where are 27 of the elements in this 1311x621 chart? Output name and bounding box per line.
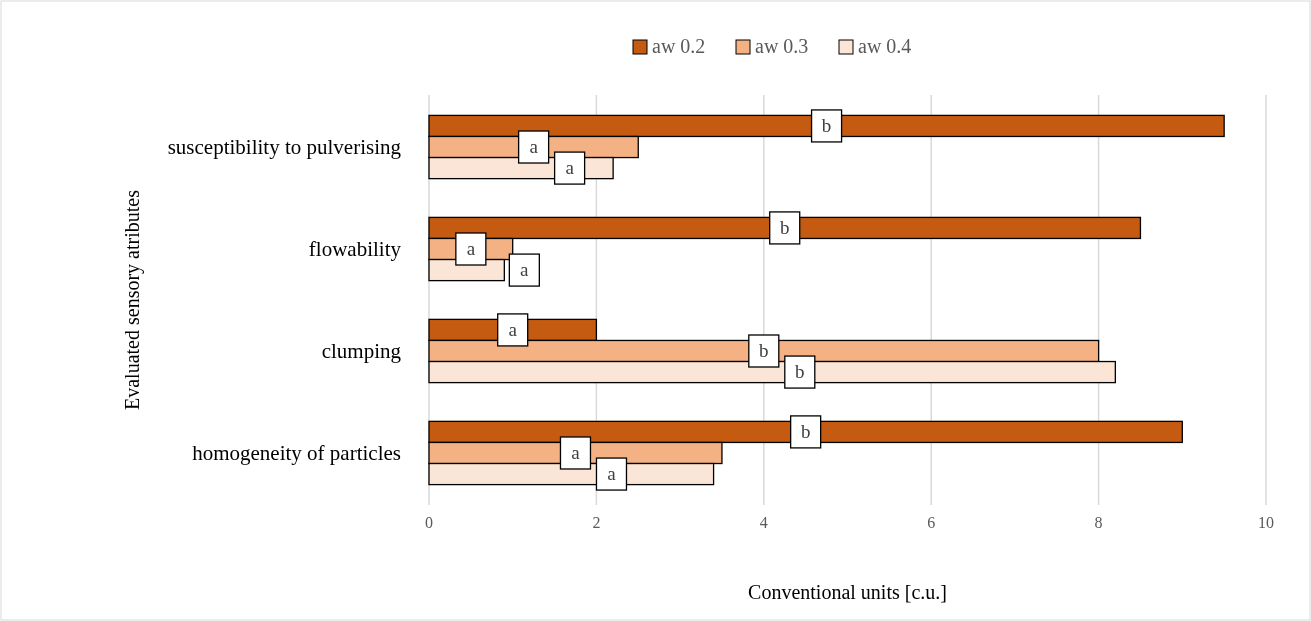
- y-tick-label: susceptibility to pulverising: [167, 135, 402, 160]
- data-label: a: [565, 157, 575, 179]
- legend-label: aw 0.2: [652, 35, 706, 57]
- data-label: b: [779, 216, 790, 238]
- legend-label: aw 0.3: [755, 35, 809, 57]
- x-tick-label: 4: [759, 514, 768, 531]
- data-label: b: [759, 340, 769, 361]
- x-tick-label: 2: [592, 514, 601, 531]
- data-label: b: [800, 420, 811, 442]
- x-tick-label: 10: [1258, 514, 1274, 531]
- y-tick-label: homogeneity of particles: [192, 440, 401, 465]
- y-tick-label: flowability: [308, 237, 402, 261]
- data-label: b: [795, 361, 805, 383]
- x-tick-label: 6: [927, 514, 936, 531]
- x-tick-label: 0: [425, 514, 433, 531]
- data-label: a: [607, 463, 617, 485]
- legend-label: aw 0.4: [858, 35, 912, 57]
- data-label: a: [529, 136, 539, 158]
- x-tick-label: 8: [1094, 514, 1103, 531]
- data-label: a: [508, 318, 518, 340]
- data-label: b: [821, 114, 832, 136]
- y-axis-title: Evaluated sensory atributes: [121, 189, 144, 410]
- y-tick-label: clumping: [321, 339, 402, 363]
- data-label: a: [466, 238, 476, 259]
- x-axis-title: Conventional units [c.u.]: [748, 581, 947, 603]
- data-label: a: [520, 259, 530, 281]
- data-label: a: [571, 441, 581, 463]
